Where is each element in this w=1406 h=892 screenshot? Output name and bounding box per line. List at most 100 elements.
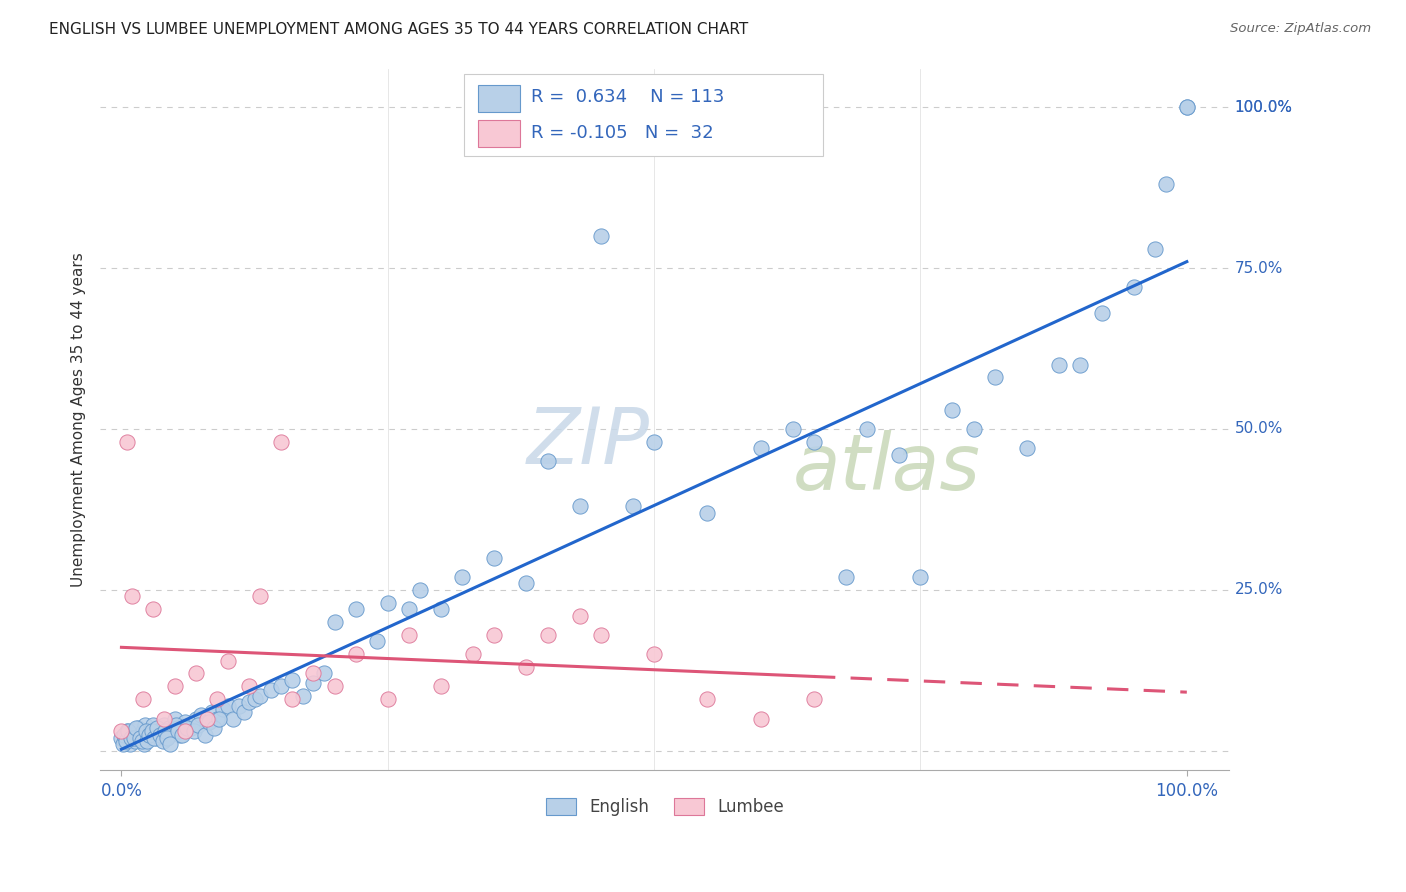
Point — [127, 731, 149, 745]
Point — [208, 712, 231, 726]
Point — [696, 506, 718, 520]
Point — [125, 721, 148, 735]
Point — [451, 570, 474, 584]
Point — [536, 628, 558, 642]
Point — [889, 448, 911, 462]
Point — [1154, 178, 1177, 192]
Point — [589, 628, 612, 642]
Point — [115, 434, 138, 449]
Point — [127, 721, 149, 735]
Point — [195, 712, 218, 726]
Point — [183, 724, 205, 739]
Point — [568, 499, 591, 513]
Point — [129, 728, 152, 742]
Point — [155, 731, 177, 745]
Point — [1090, 306, 1112, 320]
Point — [1047, 358, 1070, 372]
Point — [1122, 280, 1144, 294]
Point — [228, 698, 250, 713]
Point — [138, 728, 160, 742]
Text: 100.0%: 100.0% — [1234, 100, 1292, 115]
Point — [111, 737, 134, 751]
Text: ENGLISH VS LUMBEE UNEMPLOYMENT AMONG AGES 35 TO 44 YEARS CORRELATION CHART: ENGLISH VS LUMBEE UNEMPLOYMENT AMONG AGE… — [49, 22, 748, 37]
Point — [142, 602, 165, 616]
Point — [207, 692, 229, 706]
Point — [910, 570, 932, 584]
Point — [184, 712, 207, 726]
Point — [131, 734, 153, 748]
Point — [142, 718, 165, 732]
Point — [484, 628, 506, 642]
Point — [110, 731, 132, 745]
Point — [143, 731, 166, 745]
Point — [114, 734, 136, 748]
Point — [135, 724, 157, 739]
Point — [118, 731, 141, 745]
Point — [117, 724, 139, 739]
Point — [249, 689, 271, 703]
Point — [259, 682, 281, 697]
Point — [409, 582, 432, 597]
Text: ZIP: ZIP — [526, 404, 650, 480]
Point — [589, 228, 612, 243]
Point — [856, 422, 879, 436]
Text: R = -0.105   N =  32: R = -0.105 N = 32 — [531, 124, 714, 142]
Point — [643, 647, 665, 661]
Point — [169, 728, 191, 742]
Point — [1175, 100, 1198, 114]
Point — [167, 724, 190, 739]
Point — [132, 724, 155, 739]
Point — [323, 679, 346, 693]
Point — [984, 370, 1007, 384]
Point — [149, 728, 172, 742]
Point — [281, 673, 304, 687]
Text: Source: ZipAtlas.com: Source: ZipAtlas.com — [1230, 22, 1371, 36]
Point — [217, 698, 239, 713]
Point — [963, 422, 986, 436]
Point — [398, 628, 420, 642]
Point — [211, 702, 233, 716]
Point — [484, 550, 506, 565]
Point — [377, 692, 399, 706]
Point — [141, 728, 163, 742]
Point — [174, 724, 197, 739]
Point — [536, 454, 558, 468]
Point — [377, 596, 399, 610]
Point — [136, 734, 159, 748]
Point — [233, 705, 256, 719]
Point — [222, 712, 245, 726]
Point — [121, 728, 143, 742]
Point — [120, 731, 142, 745]
Point — [430, 679, 453, 693]
Point — [202, 721, 225, 735]
Point — [124, 734, 146, 748]
Point — [302, 666, 325, 681]
Point — [323, 615, 346, 629]
Point — [941, 402, 963, 417]
Point — [207, 712, 229, 726]
Point — [749, 441, 772, 455]
Point — [344, 602, 367, 616]
Point — [270, 434, 292, 449]
Point — [238, 695, 260, 709]
Point — [198, 714, 221, 729]
Point — [461, 647, 484, 661]
Point — [153, 718, 176, 732]
Point — [148, 724, 170, 739]
Point — [141, 724, 163, 739]
Text: 50.0%: 50.0% — [1234, 421, 1284, 436]
Text: 100.0%: 100.0% — [1234, 100, 1292, 115]
Point — [515, 576, 537, 591]
Point — [132, 737, 155, 751]
Point — [803, 434, 825, 449]
Point — [835, 570, 858, 584]
Point — [193, 728, 215, 742]
Point — [1175, 100, 1198, 114]
Point — [190, 708, 212, 723]
Point — [145, 731, 167, 745]
Point — [153, 724, 176, 739]
Text: atlas: atlas — [793, 430, 980, 506]
Point — [163, 679, 186, 693]
Point — [187, 718, 209, 732]
Point — [184, 666, 207, 681]
